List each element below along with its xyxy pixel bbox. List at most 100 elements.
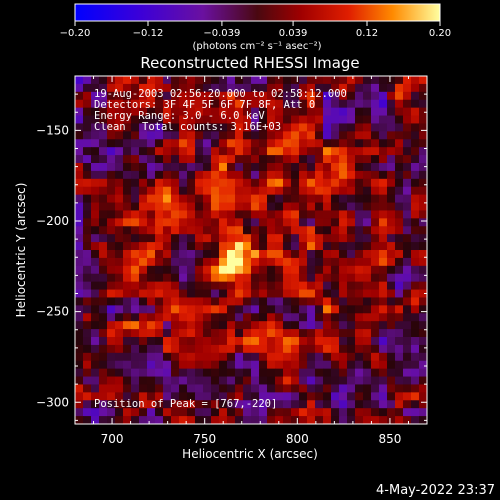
heatmap-cell bbox=[179, 76, 188, 85]
heatmap-cell bbox=[155, 329, 164, 338]
heatmap-cell bbox=[299, 305, 308, 314]
heatmap-cell bbox=[395, 297, 404, 306]
heatmap-cell bbox=[331, 273, 340, 283]
heatmap-cell bbox=[115, 257, 124, 267]
heatmap-cell bbox=[107, 392, 116, 401]
heatmap-cell bbox=[211, 194, 220, 204]
heatmap-cell bbox=[115, 329, 124, 338]
heatmap-cell bbox=[315, 147, 324, 156]
heatmap-cell bbox=[307, 344, 316, 354]
heatmap-cell bbox=[75, 155, 84, 164]
heatmap-cell bbox=[347, 234, 356, 243]
heatmap-cell bbox=[219, 76, 228, 85]
heatmap-cell bbox=[243, 344, 252, 354]
heatmap-cell bbox=[331, 281, 340, 291]
heatmap-cell bbox=[259, 273, 268, 283]
heatmap-cell bbox=[171, 115, 180, 124]
heatmap-cell bbox=[291, 234, 300, 243]
heatmap-cell bbox=[291, 344, 300, 354]
heatmap-cell bbox=[107, 329, 116, 338]
heatmap-cell bbox=[123, 250, 132, 259]
heatmap-cell bbox=[155, 123, 164, 132]
heatmap-cell bbox=[163, 194, 172, 204]
heatmap-cell bbox=[99, 226, 108, 235]
heatmap-cell bbox=[227, 210, 236, 219]
heatmap-cell bbox=[195, 170, 204, 180]
heatmap-cell bbox=[131, 273, 140, 283]
heatmap-cell bbox=[267, 202, 276, 211]
heatmap-cell bbox=[307, 257, 316, 267]
heatmap-cell bbox=[83, 91, 92, 101]
heatmap-cell bbox=[339, 360, 348, 370]
heatmap-cell bbox=[323, 273, 332, 283]
heatmap-cell bbox=[75, 186, 84, 196]
heatmap-cell bbox=[379, 360, 388, 370]
heatmap-cell bbox=[259, 408, 268, 417]
heatmap-cell bbox=[171, 384, 180, 393]
heatmap-cell bbox=[131, 297, 140, 306]
heatmap-cell bbox=[331, 131, 340, 140]
heatmap-cell bbox=[147, 91, 156, 101]
heatmap-cell bbox=[171, 265, 180, 275]
heatmap-cell bbox=[235, 194, 244, 204]
heatmap-cell bbox=[259, 384, 268, 393]
heatmap-cell bbox=[307, 170, 316, 180]
heatmap-cell bbox=[235, 99, 244, 109]
heatmap-cell bbox=[339, 250, 348, 259]
heatmap-cell bbox=[131, 123, 140, 132]
heatmap-cell bbox=[275, 257, 284, 267]
heatmap-cell bbox=[171, 257, 180, 267]
heatmap-cell bbox=[203, 178, 212, 188]
heatmap-cell bbox=[395, 321, 404, 330]
heatmap-cell bbox=[387, 155, 396, 164]
heatmap-cell bbox=[83, 384, 92, 393]
heatmap-cell bbox=[259, 344, 268, 354]
heatmap-cell bbox=[411, 265, 420, 275]
heatmap-cell bbox=[155, 210, 164, 219]
heatmap-cell bbox=[147, 376, 156, 385]
heatmap-cell bbox=[91, 234, 100, 243]
heatmap-cell bbox=[163, 416, 172, 425]
heatmap-cell bbox=[131, 91, 140, 101]
heatmap-cell bbox=[363, 376, 372, 385]
heatmap-cell bbox=[395, 273, 404, 283]
heatmap-cell bbox=[83, 178, 92, 188]
heatmap-cell bbox=[115, 250, 124, 259]
heatmap-cell bbox=[419, 163, 428, 172]
heatmap-cell bbox=[203, 321, 212, 330]
heatmap-cell bbox=[195, 257, 204, 267]
heatmap-cell bbox=[139, 91, 148, 101]
heatmap-cell bbox=[291, 297, 300, 306]
heatmap-cell bbox=[395, 147, 404, 156]
heatmap-cell bbox=[139, 392, 148, 401]
heatmap-cell bbox=[251, 392, 260, 401]
heatmap-cell bbox=[235, 131, 244, 140]
heatmap-cell bbox=[259, 376, 268, 385]
heatmap-cell bbox=[147, 178, 156, 188]
heatmap-cell bbox=[379, 178, 388, 188]
heatmap-cell bbox=[307, 202, 316, 211]
heatmap-cell bbox=[99, 265, 108, 275]
heatmap-cell bbox=[155, 76, 164, 85]
heatmap-cell bbox=[227, 265, 236, 275]
heatmap-cell bbox=[155, 257, 164, 267]
heatmap-cell bbox=[355, 139, 364, 148]
heatmap-cell bbox=[307, 360, 316, 370]
heatmap-cell bbox=[403, 123, 412, 132]
heatmap-cell bbox=[219, 170, 228, 180]
heatmap-cell bbox=[395, 289, 404, 298]
heatmap-cell bbox=[91, 83, 100, 93]
heatmap-cell bbox=[403, 392, 412, 401]
heatmap-cell bbox=[307, 83, 316, 93]
heatmap-cell bbox=[379, 250, 388, 259]
heatmap-cell bbox=[355, 194, 364, 204]
heatmap-cell bbox=[139, 368, 148, 378]
heatmap-cell bbox=[411, 344, 420, 354]
heatmap-cell bbox=[347, 107, 356, 117]
heatmap-cell bbox=[243, 147, 252, 156]
heatmap-cell bbox=[411, 297, 420, 306]
heatmap-cell bbox=[251, 250, 260, 259]
heatmap-cell bbox=[291, 186, 300, 196]
heatmap-cell bbox=[203, 273, 212, 283]
